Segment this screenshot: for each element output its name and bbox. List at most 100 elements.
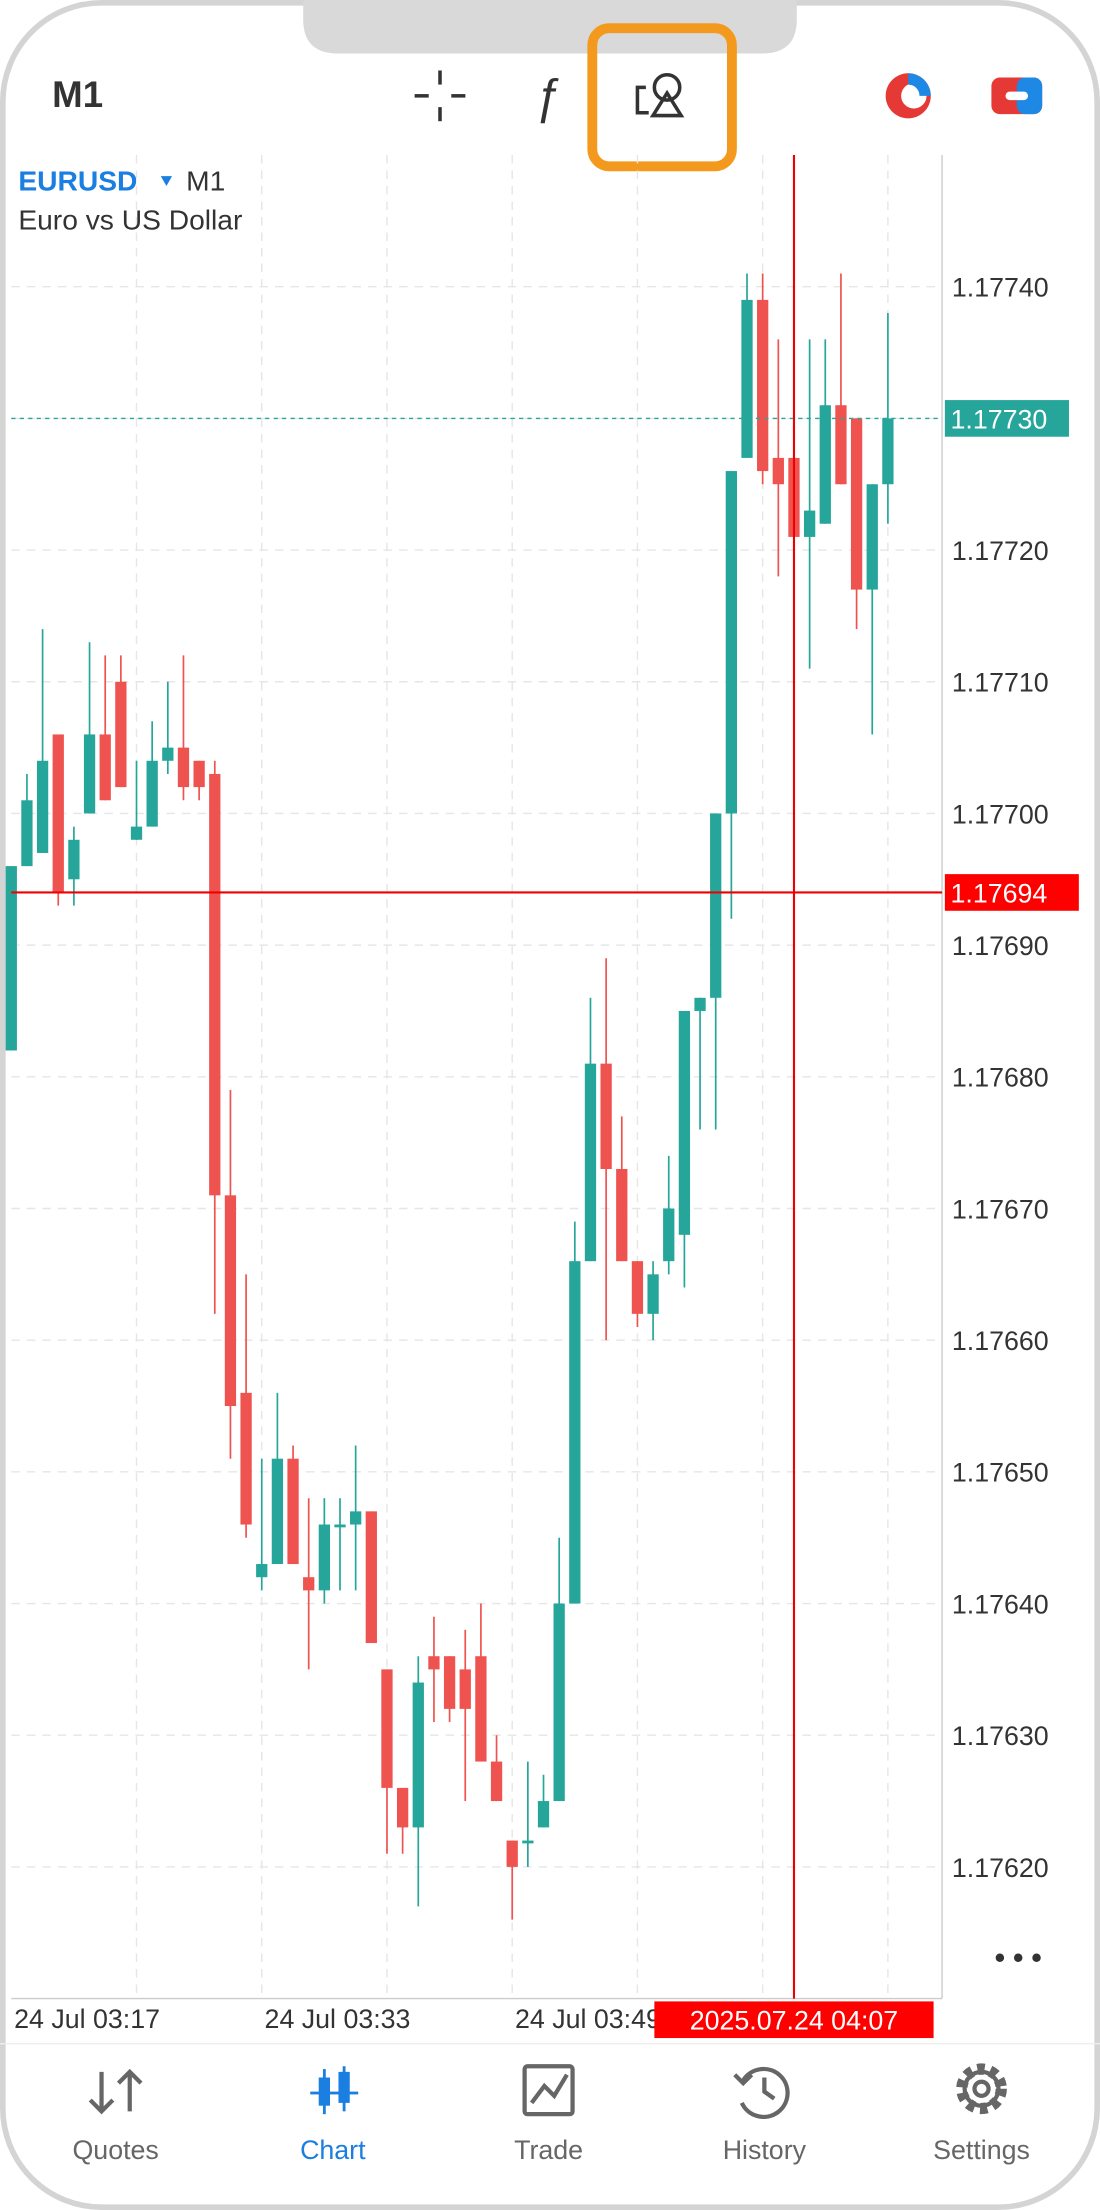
highlight-box (587, 23, 737, 172)
candle-body (177, 747, 190, 788)
history-icon[interactable] (733, 2066, 790, 2119)
y-tick-label: 1.17690 (952, 931, 1049, 961)
candle-body (115, 681, 127, 788)
candle-body (835, 405, 847, 485)
candle-body (647, 1274, 659, 1314)
candle-body (83, 734, 96, 814)
x-tick-label: 24 Jul 03:49 (515, 2004, 661, 2034)
candle-body (553, 1603, 565, 1802)
candle-body (240, 1392, 252, 1525)
tab-settings[interactable]: Settings (933, 2135, 1030, 2165)
candle-body (600, 1063, 612, 1169)
candle-body (5, 866, 17, 1051)
candle-body (99, 734, 111, 801)
candle-body (350, 1511, 362, 1525)
candle-body (631, 1261, 644, 1314)
y-tick-label: 1.17660 (952, 1326, 1049, 1356)
y-tick-label: 1.17710 (952, 668, 1049, 698)
current-price-badge (944, 400, 1069, 437)
candle-body (866, 484, 878, 590)
candle-body (522, 1840, 534, 1844)
candle-body (381, 1669, 393, 1788)
candle-body (819, 405, 831, 524)
y-tick-label: 1.17720 (952, 536, 1049, 566)
quotes-icon[interactable] (88, 2068, 143, 2115)
candle-body (209, 773, 221, 1196)
candle-body (318, 1524, 330, 1591)
candle-body (475, 1656, 487, 1762)
candle-body (287, 1458, 299, 1565)
candle-body (146, 760, 158, 827)
candle-body (36, 760, 49, 853)
account-icon[interactable] (885, 73, 931, 119)
candle-body (443, 1656, 456, 1709)
candle-body (271, 1458, 284, 1565)
candle-body (256, 1564, 268, 1578)
candle-body (694, 997, 706, 1011)
x-tick-label: 24 Jul 03:33 (265, 2004, 411, 2034)
trade-tab-icon[interactable] (522, 2064, 575, 2117)
symbol-timeframe: M1 (186, 164, 225, 196)
candle-body (772, 457, 784, 485)
candle-body (130, 826, 143, 840)
candle-body (334, 1524, 346, 1528)
crosshair-time-label: 2025.07.24 04:07 (690, 2006, 898, 2036)
candle-body (303, 1577, 315, 1591)
candle-body (803, 510, 816, 537)
candle-body (725, 471, 737, 814)
crosshair-price-label: 1.17694 (951, 878, 1048, 908)
y-tick-label: 1.17620 (952, 1853, 1049, 1883)
notch (303, 0, 797, 54)
plot: 1.17620 1.17630 1.17640 1.17650 1.17660 1.176… (5, 155, 1079, 2039)
crosshair-icon[interactable] (414, 70, 466, 122)
candle-body (506, 1840, 518, 1867)
current-price-label: 1.17730 (951, 404, 1048, 434)
candle-body (21, 800, 33, 867)
candle-body (459, 1669, 471, 1709)
y-tick-label: 1.17650 (952, 1458, 1049, 1488)
y-tick-label: 1.17680 (952, 1063, 1049, 1093)
timeframe-button[interactable]: M1 (52, 74, 103, 115)
candle-body (68, 839, 80, 880)
candle-body (193, 760, 205, 788)
symbol-description: Euro vs US Dollar (18, 204, 242, 236)
candle-body (396, 1787, 409, 1828)
trade-icon[interactable] (991, 77, 1043, 115)
crosshair-price-badge (944, 874, 1079, 911)
indicator-icon[interactable]: ƒ (534, 71, 561, 124)
chart-icon[interactable] (310, 2066, 359, 2115)
candle-body (52, 734, 64, 893)
objects-icon[interactable] (635, 72, 685, 118)
candle-body (741, 299, 753, 458)
tab-quotes[interactable]: Quotes (72, 2135, 158, 2165)
settings-icon[interactable] (956, 2063, 1007, 2115)
crosshair-time-badge (654, 2001, 934, 2039)
tab-history[interactable]: History (723, 2135, 807, 2165)
candle-body (412, 1682, 424, 1828)
tab-trade[interactable]: Trade (514, 2135, 583, 2165)
candle-body (584, 1063, 597, 1262)
candle-body (490, 1761, 503, 1802)
candle-body (663, 1208, 675, 1262)
candle-body (850, 418, 863, 590)
x-tick-label: 24 Jul 03:17 (14, 2004, 160, 2034)
candle-body (616, 1168, 628, 1262)
candle-body (428, 1656, 440, 1670)
more-button[interactable] (995, 1953, 1041, 1962)
y-tick-label: 1.17630 (952, 1721, 1049, 1751)
symbol-dropdown[interactable] (160, 176, 173, 187)
candle-body (757, 299, 769, 472)
candle-body (882, 418, 894, 485)
candle-body (710, 813, 722, 998)
y-tick-label: 1.17700 (952, 799, 1049, 829)
symbol-name[interactable]: EURUSD (18, 164, 137, 196)
y-tick-label: 1.17670 (952, 1194, 1049, 1224)
tab-chart[interactable]: Chart (300, 2135, 366, 2165)
candle-body (569, 1261, 581, 1604)
y-tick-label: 1.17740 (952, 273, 1049, 303)
candle-body (224, 1195, 237, 1407)
candle-body (678, 1010, 691, 1235)
